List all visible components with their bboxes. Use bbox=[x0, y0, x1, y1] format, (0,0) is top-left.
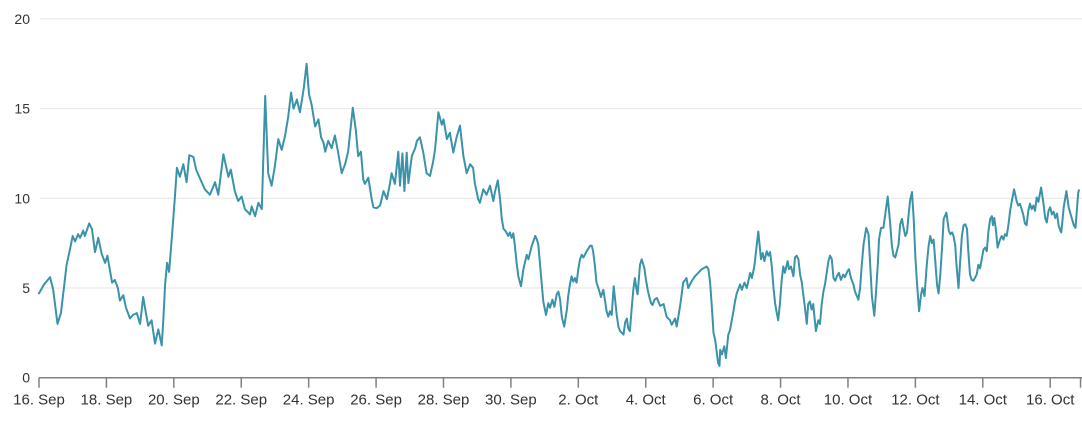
x-axis-label: 16. Oct bbox=[1026, 392, 1075, 409]
y-axis-label: 0 bbox=[22, 370, 30, 386]
x-axis-label: 6. Oct bbox=[693, 392, 734, 409]
x-axis-label: 14. Oct bbox=[959, 392, 1008, 409]
x-axis-label: 12. Oct bbox=[891, 392, 940, 409]
x-axis-label: 28. Sep bbox=[418, 392, 470, 409]
x-axis-label: 4. Oct bbox=[626, 392, 667, 409]
series-line[interactable] bbox=[38, 62, 1080, 367]
y-axis-label: 15 bbox=[14, 101, 30, 117]
x-axis-label: 18. Sep bbox=[81, 392, 133, 409]
y-axis-label: 10 bbox=[14, 190, 30, 206]
x-axis-label: 16. Sep bbox=[13, 392, 65, 409]
x-axis-label: 2. Oct bbox=[558, 392, 599, 409]
x-axis-label: 20. Sep bbox=[148, 392, 200, 409]
y-axis-label: 20 bbox=[14, 11, 30, 27]
x-axis-label: 22. Sep bbox=[215, 392, 267, 409]
x-axis-label: 8. Oct bbox=[761, 392, 802, 409]
x-axis-label: 24. Sep bbox=[283, 392, 335, 409]
x-axis-label: 30. Sep bbox=[485, 392, 537, 409]
x-axis-label: 10. Oct bbox=[824, 392, 873, 409]
x-axis-label: 26. Sep bbox=[350, 392, 402, 409]
y-axis-label: 5 bbox=[22, 280, 30, 296]
